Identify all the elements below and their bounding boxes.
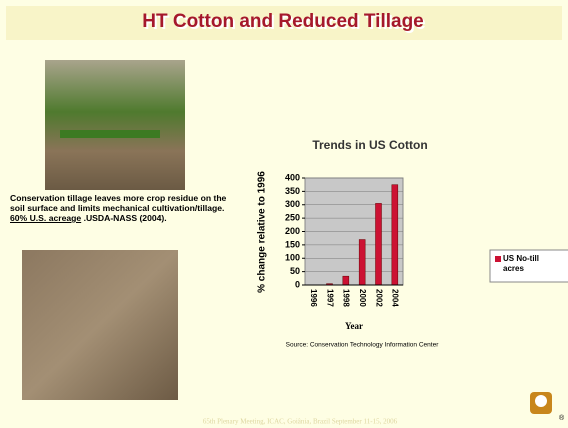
legend-swatch	[495, 256, 501, 262]
y-tick-label: 250	[285, 213, 300, 223]
chart-title: Trends in US Cotton	[312, 138, 427, 152]
bar	[376, 203, 382, 285]
x-tick-label: 2002	[374, 289, 383, 307]
bar	[359, 240, 365, 285]
x-tick-label: 2000	[358, 289, 367, 307]
y-tick-label: 300	[285, 199, 300, 209]
y-axis-label: % change relative to 1996	[257, 171, 268, 293]
footer: 65th Plenary Meeting, ICAC, Goiânia, Bra…	[203, 418, 398, 426]
photo-tillage-implement	[45, 60, 185, 190]
caption-emphasis: 60% U.S. acreage	[10, 213, 81, 223]
logo-icon	[535, 395, 547, 407]
registered-mark: ®	[559, 414, 565, 422]
y-tick-label: 100	[285, 253, 300, 263]
y-tick-label: 400	[285, 172, 300, 182]
photo-detail	[60, 130, 160, 138]
bar	[392, 185, 398, 285]
x-tick-label: 2004	[391, 289, 400, 307]
bar	[343, 276, 349, 285]
caption-source: .USDA-NASS (2004).	[84, 213, 167, 223]
y-tick-label: 200	[285, 226, 300, 236]
x-axis-label: Year	[345, 321, 363, 331]
y-tick-label: 50	[290, 266, 300, 276]
y-tick-label: 150	[285, 239, 300, 249]
y-tick-label: 0	[295, 279, 300, 289]
y-tick-label: 350	[285, 186, 300, 196]
x-tick-label: 1996	[309, 289, 318, 307]
slide: {"slide": {"title": "HT Cotton and Reduc…	[0, 0, 568, 428]
chart-source: Source: Conservation Technology Informat…	[286, 342, 440, 349]
x-tick-label: 1997	[325, 289, 334, 307]
caption-text: Conservation tillage leaves more crop re…	[10, 193, 226, 213]
photo-crop-residue	[22, 250, 178, 400]
x-tick-label: 1998	[342, 289, 351, 307]
caption: Conservation tillage leaves more crop re…	[10, 193, 232, 223]
slide-title: HT Cotton and Reduced Tillage	[142, 11, 424, 32]
